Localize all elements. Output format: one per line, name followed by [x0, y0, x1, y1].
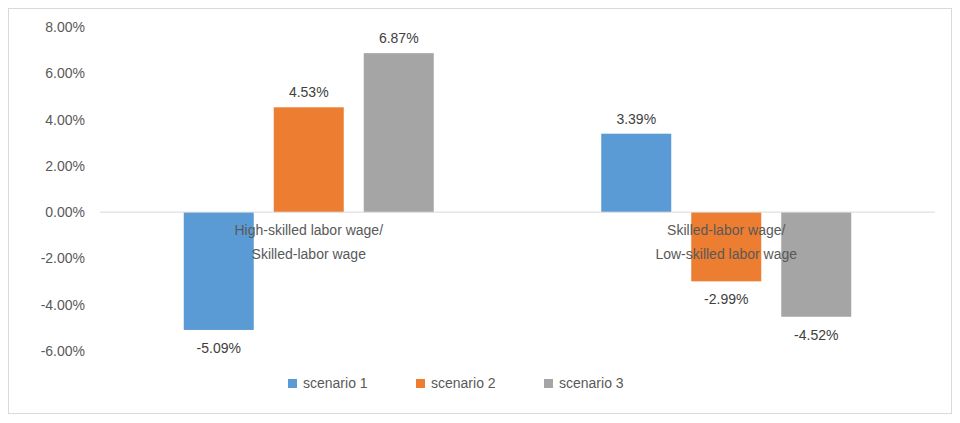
bar [274, 107, 344, 212]
tick-mark [96, 165, 100, 166]
bar [364, 53, 434, 212]
y-tick-label: -4.00% [41, 297, 85, 313]
x-tick-line: Skilled-labor wage/ [667, 222, 785, 238]
data-label: 4.53% [289, 84, 329, 100]
y-tick-label: 2.00% [45, 158, 85, 174]
y-tick-label: 6.00% [45, 65, 85, 81]
chart-frame [9, 9, 952, 414]
tick-mark [96, 351, 100, 352]
tick-mark [96, 212, 100, 213]
legend-label: scenario 3 [559, 375, 624, 391]
legend-label: scenario 2 [431, 375, 496, 391]
data-label: -5.09% [197, 340, 241, 356]
x-tick-label: Skilled-labor wage/Low-skilled labor wag… [655, 222, 797, 262]
legend-label: scenario 1 [303, 375, 368, 391]
data-labels: -5.09% 3.39% 4.53% -2.99% 6.87% -4.52% [197, 30, 839, 356]
data-label: 3.39% [616, 111, 656, 127]
legend-swatch [288, 379, 297, 388]
tick-mark [96, 119, 100, 120]
bar [601, 134, 671, 212]
y-tick-label: -6.00% [41, 343, 85, 359]
bars [184, 53, 852, 330]
y-tick-label: 4.00% [45, 112, 85, 128]
data-label: -2.99% [704, 291, 748, 307]
y-tick-label: -2.00% [41, 250, 85, 266]
x-tick-line: High-skilled labor wage/ [234, 222, 383, 238]
bar [781, 212, 851, 317]
data-label: 6.87% [379, 30, 419, 46]
legend-swatch [544, 379, 553, 388]
tick-mark [96, 304, 100, 305]
legend: scenario 1 scenario 2 scenario 3 [288, 375, 624, 391]
y-tick-label: 0.00% [45, 204, 85, 220]
y-tick-label: 8.00% [45, 19, 85, 35]
chart: -6.00% -4.00% -2.00% 0.00% 2.00% 4.00% 6.00% 8.… [0, 0, 960, 423]
x-tick-label: High-skilled labor wage/Skilled-labor wa… [234, 222, 383, 262]
x-tick-line: Skilled-labor wage [252, 246, 367, 262]
legend-swatch [416, 379, 425, 388]
tick-mark [96, 27, 100, 28]
tick-mark [96, 258, 100, 259]
data-label: -4.52% [794, 327, 838, 343]
x-tick-line: Low-skilled labor wage [655, 246, 797, 262]
tick-mark [96, 73, 100, 74]
zero-line [100, 212, 935, 213]
